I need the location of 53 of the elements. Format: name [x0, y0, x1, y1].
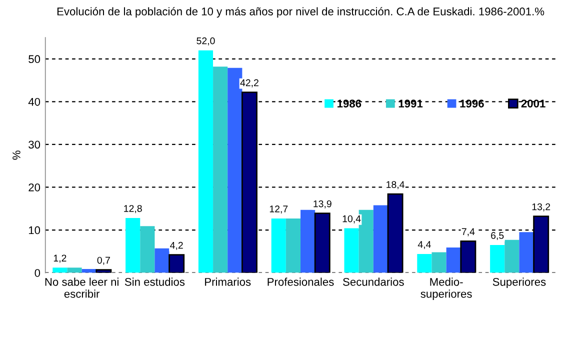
- y-tick-label: 30: [28, 140, 40, 149]
- data-label: 18,4: [386, 181, 404, 190]
- data-label: 0,7: [97, 256, 110, 265]
- bar: [460, 240, 476, 273]
- x-tick-label: Superiores: [492, 278, 546, 288]
- y-tick-label: 50: [28, 55, 40, 64]
- data-label: 52,0: [196, 37, 215, 46]
- data-label: 12,7: [270, 205, 288, 214]
- data-label: 42,2: [240, 79, 258, 88]
- x-tick-label: No sabe leer ni escribir: [45, 278, 118, 298]
- legend-label: 1996: [460, 100, 484, 108]
- data-label: 1,2: [54, 254, 66, 263]
- x-tick-label: Profesionales: [268, 278, 334, 286]
- y-tick-label: 10: [28, 226, 40, 234]
- bar: [271, 218, 286, 273]
- bar: [387, 193, 404, 273]
- bar: [140, 226, 155, 273]
- bar: [490, 244, 505, 273]
- legend-label: 2001: [521, 100, 546, 108]
- x-tick-label: Secundarios: [343, 278, 404, 286]
- bar: [432, 252, 446, 273]
- data-label: 4,2: [170, 242, 183, 250]
- y-tick-label: 0: [34, 269, 40, 277]
- bar: [126, 218, 140, 273]
- bar: [52, 268, 68, 273]
- y-axis-title: %: [12, 150, 20, 160]
- bar: [213, 66, 228, 273]
- data-label: 6,5: [491, 232, 504, 240]
- x-tick-label: Sin estudios: [124, 278, 185, 286]
- bar: [198, 50, 214, 273]
- x-tick-label: Medio-superiores: [420, 278, 472, 300]
- y-tick-label: 40: [28, 98, 40, 106]
- legend-label: 1991: [398, 100, 423, 108]
- chart-title: Evolución de la población de 10 y más años por nivel de instrucción. C.A de Euskadi. 1986-2001.%: [57, 7, 544, 18]
- data-label: 7,4: [462, 228, 475, 236]
- bar: [344, 228, 359, 273]
- data-label: 4,4: [418, 241, 431, 250]
- bar: [417, 254, 432, 273]
- data-label: 13,2: [532, 203, 550, 212]
- bar: [504, 240, 520, 273]
- bar: [300, 210, 316, 273]
- data-label: 13,9: [314, 200, 332, 208]
- bar: [286, 218, 301, 273]
- x-tick-label: Primarios: [205, 278, 251, 286]
- bar: [373, 205, 388, 273]
- bar: [519, 232, 534, 273]
- y-tick-label: 20: [28, 184, 40, 192]
- data-label: 10,4: [342, 215, 361, 224]
- legend-label: 1986: [338, 100, 362, 108]
- data-label: 12,8: [124, 205, 142, 214]
- bar: [154, 248, 170, 273]
- bar: [446, 248, 461, 273]
- bar: [67, 268, 82, 273]
